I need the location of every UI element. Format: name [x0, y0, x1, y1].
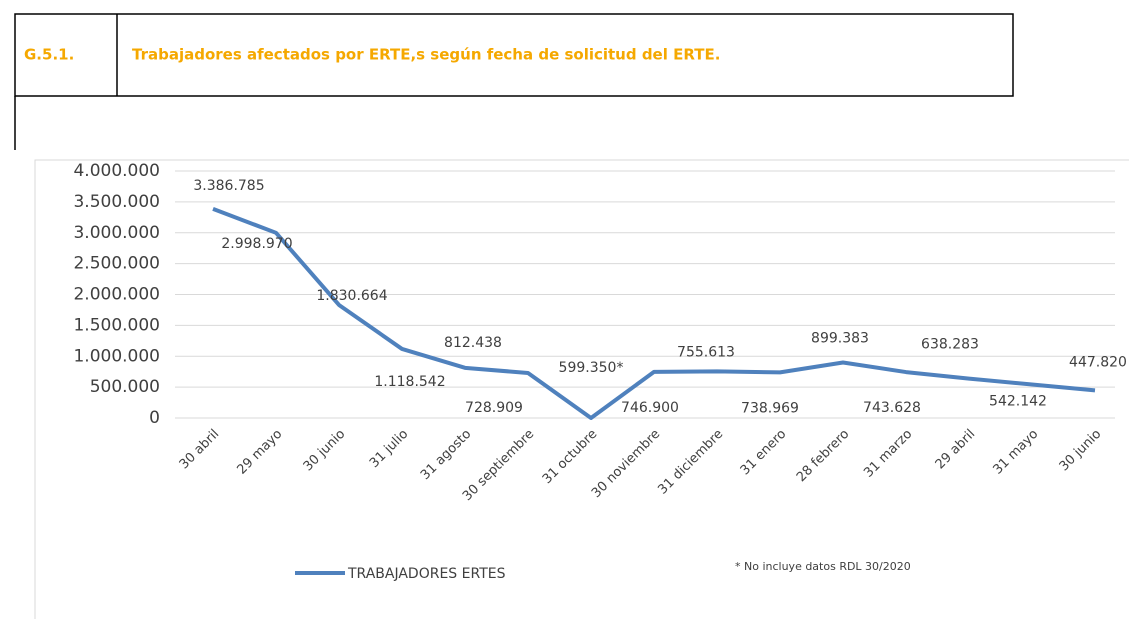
x-tick-label: 28 febrero: [794, 427, 852, 485]
annotation: 599.350*: [559, 360, 624, 376]
data-label: 746.900: [621, 400, 679, 416]
x-tick-label: 30 junio: [1057, 427, 1105, 475]
x-tick-label: 31 julio: [367, 427, 411, 471]
y-tick-label: 4.000.000: [73, 161, 160, 181]
data-label: 542.142: [989, 394, 1047, 410]
y-tick-label: 1.000.000: [73, 346, 160, 366]
data-label: 812.438: [444, 335, 502, 351]
data-label: 738.969: [741, 400, 799, 416]
x-tick-label: 31 mayo: [990, 427, 1041, 478]
data-label: 899.383: [811, 330, 869, 346]
data-label: 1.118.542: [374, 374, 445, 390]
x-tick-label: 30 noviembre: [589, 427, 663, 501]
x-tick-label: 30 junio: [301, 427, 349, 475]
x-tick-label: 31 marzo: [861, 427, 915, 481]
x-tick-label: 31 diciembre: [655, 427, 726, 498]
header-code: G.5.1.: [24, 46, 74, 64]
y-tick-label: 500.000: [90, 377, 160, 397]
x-tick-label: 29 mayo: [234, 427, 285, 478]
x-tick-label: 31 octubre: [540, 427, 600, 487]
x-tick-label: 31 enero: [738, 427, 790, 479]
data-label: 728.909: [465, 400, 523, 416]
y-tick-label: 3.500.000: [73, 192, 160, 212]
data-label: 2.998.970: [221, 236, 292, 252]
data-label: 638.283: [921, 337, 979, 353]
y-tick-label: 1.500.000: [73, 315, 160, 335]
data-label: 447.820: [1069, 354, 1127, 370]
data-label: 3.386.785: [193, 178, 264, 194]
legend-label: TRABAJADORES ERTES: [347, 566, 506, 582]
data-label: 1.830.664: [316, 288, 387, 304]
x-tick-label: 31 agosto: [418, 427, 474, 483]
header-title: Trabajadores afectados por ERTE,s según …: [132, 46, 720, 64]
data-label: 743.628: [863, 400, 921, 416]
y-tick-label: 2.500.000: [73, 254, 160, 274]
x-tick-label: 30 abril: [177, 427, 223, 473]
data-label: 755.613: [677, 344, 735, 360]
y-tick-label: 0: [149, 408, 160, 428]
header-box: [14, 13, 1014, 97]
y-tick-label: 3.000.000: [73, 223, 160, 243]
data-line: [212, 206, 1096, 420]
x-tick-label: 29 abril: [933, 427, 979, 473]
y-tick-label: 2.000.000: [73, 285, 160, 305]
chart-frame: [34, 159, 1129, 623]
footnote: * No incluye datos RDL 30/2020: [735, 560, 911, 573]
